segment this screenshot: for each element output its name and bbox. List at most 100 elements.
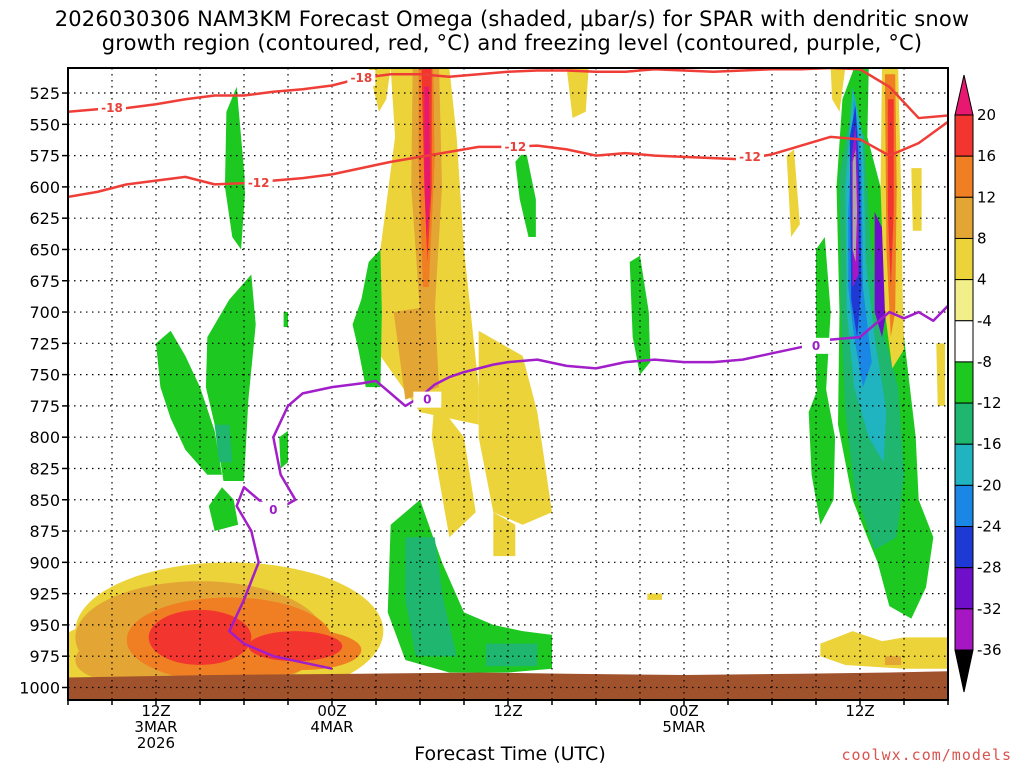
omega-area-green bbox=[279, 430, 288, 469]
y-tick-label: 925 bbox=[29, 585, 60, 604]
colorbar-label: 16 bbox=[977, 147, 996, 165]
omega-area-yellow bbox=[431, 399, 476, 538]
x-tick-label: 12Z bbox=[845, 702, 875, 720]
omega-area-yellow bbox=[647, 593, 662, 600]
colorbar-segment bbox=[954, 402, 974, 445]
omega-area-green bbox=[224, 86, 246, 250]
colorbar-label: 20 bbox=[977, 106, 996, 124]
colorbar-segment bbox=[954, 526, 974, 569]
colorbar-label: -36 bbox=[977, 641, 1002, 659]
colorbar-label: -28 bbox=[977, 559, 1002, 577]
x-tick-label: 12Z bbox=[141, 702, 171, 720]
colorbar-label: -4 bbox=[977, 312, 992, 330]
y-tick-label: 800 bbox=[29, 428, 60, 447]
colorbar-label: 12 bbox=[977, 188, 996, 206]
dgz-contour-label: -12 bbox=[739, 150, 761, 164]
colorbar-label: -16 bbox=[977, 435, 1002, 453]
y-tick-label: 725 bbox=[29, 334, 60, 353]
colorbar-top-arrow bbox=[954, 74, 974, 116]
colorbar-segment bbox=[954, 484, 974, 528]
credit-text: coolwx.com/models bbox=[841, 746, 1012, 764]
colorbar-bottom-arrow bbox=[954, 649, 974, 693]
dgz-contour-label: -18 bbox=[101, 101, 123, 115]
colorbar-segment bbox=[954, 237, 974, 281]
colorbar-label: 4 bbox=[977, 271, 987, 289]
omega-area-gold bbox=[393, 305, 440, 400]
y-tick-label: 950 bbox=[29, 616, 60, 635]
omega-area-yellow bbox=[786, 149, 800, 237]
dgz-contour-label-bg bbox=[98, 100, 126, 117]
omega-area-teal bbox=[214, 424, 233, 463]
colorbar-label: 8 bbox=[977, 229, 987, 247]
omega-shading bbox=[68, 68, 948, 700]
ground-layer bbox=[68, 671, 948, 700]
colorbar-segment bbox=[954, 567, 974, 610]
colorbar-label: -12 bbox=[977, 394, 1002, 412]
colorbar-segment bbox=[954, 114, 974, 157]
colorbar-label: -32 bbox=[977, 600, 1002, 618]
y-tick-label: 650 bbox=[29, 240, 60, 259]
y-tick-label: 525 bbox=[29, 84, 60, 103]
colorbar: 20 16 12 8 4 -4 -8 -12 -16 -20 -24 -28 -32 -36 bbox=[954, 74, 1002, 693]
omega-area-yellow bbox=[911, 168, 922, 231]
omega-area-green bbox=[156, 330, 222, 475]
y-tick-label: 1000 bbox=[19, 678, 60, 697]
y-tick-label: 775 bbox=[29, 397, 60, 416]
ground-shading bbox=[68, 671, 948, 700]
colorbar-segment bbox=[954, 320, 974, 363]
y-tick-label: 975 bbox=[29, 647, 60, 666]
y-tick-label: 875 bbox=[29, 522, 60, 541]
y-tick-label: 825 bbox=[29, 459, 60, 478]
dgz-contour-label-bg bbox=[501, 138, 530, 155]
omega-area-gold bbox=[884, 656, 902, 665]
chart-title-line-2: growth region (contoured, red, °C) and f… bbox=[101, 31, 923, 55]
x-axis-title: Forecast Time (UTC) bbox=[414, 743, 606, 765]
colorbar-label: -24 bbox=[977, 518, 1002, 536]
omega-area-yellow bbox=[478, 330, 552, 525]
y-tick-label: 600 bbox=[29, 178, 60, 197]
omega-area-teal bbox=[486, 643, 538, 667]
omega-area-green bbox=[816, 236, 831, 413]
omega-area-green bbox=[208, 487, 239, 532]
plot-frame bbox=[67, 67, 949, 701]
y-tick-label: 675 bbox=[29, 272, 60, 291]
x-tick-label: 3MAR bbox=[134, 718, 178, 736]
colorbar-segment bbox=[954, 608, 974, 651]
y-tick-label: 575 bbox=[29, 147, 60, 166]
x-tick-label: 00Z bbox=[317, 702, 347, 720]
dgz-contour-label-bg bbox=[736, 148, 764, 165]
y-axis: 525 550 575 600 625 650 675 700 725 750 775 800 825 8… bbox=[19, 84, 68, 697]
freezing-level-label-bg bbox=[413, 391, 442, 408]
contours: -18 -18 -12 -12 -12 0 0 0 bbox=[68, 68, 948, 670]
y-tick-label: 850 bbox=[29, 491, 60, 510]
dgz-contour-label: -12 bbox=[248, 176, 270, 190]
omega-area-yellow bbox=[493, 512, 516, 557]
dgz-contour-line bbox=[68, 68, 948, 120]
x-tick-label: 4MAR bbox=[310, 718, 354, 736]
dgz-contour-label-bg bbox=[347, 70, 376, 87]
colorbar-segment bbox=[954, 196, 974, 239]
colorbar-label: -20 bbox=[977, 476, 1002, 494]
freezing-level-label: 0 bbox=[423, 393, 431, 407]
x-tick-label: 00Z bbox=[669, 702, 699, 720]
omega-area-teal bbox=[405, 537, 457, 657]
x-tick-label: 12Z bbox=[493, 702, 523, 720]
omega-area-red bbox=[148, 609, 252, 665]
y-tick-label: 550 bbox=[29, 115, 60, 134]
freezing-level-line bbox=[228, 385, 333, 670]
colorbar-segment bbox=[954, 155, 974, 198]
gridlines bbox=[68, 68, 948, 700]
dgz-contour-label: -12 bbox=[504, 140, 526, 154]
colorbar-label: -8 bbox=[977, 353, 992, 371]
chart-title-line-1: 2026030306 NAM3KM Forecast Omega (shaded… bbox=[54, 7, 970, 31]
y-tick-label: 625 bbox=[29, 209, 60, 228]
colorbar-segment bbox=[954, 279, 974, 322]
freezing-level-label-bg bbox=[259, 501, 288, 518]
omega-area-gray bbox=[852, 149, 858, 262]
colorbar-segment bbox=[954, 361, 974, 404]
y-tick-label: 700 bbox=[29, 303, 60, 322]
x-tick-label: 2026 bbox=[136, 734, 176, 752]
dgz-contour-label-bg bbox=[244, 175, 273, 192]
y-tick-label: 750 bbox=[29, 366, 60, 385]
